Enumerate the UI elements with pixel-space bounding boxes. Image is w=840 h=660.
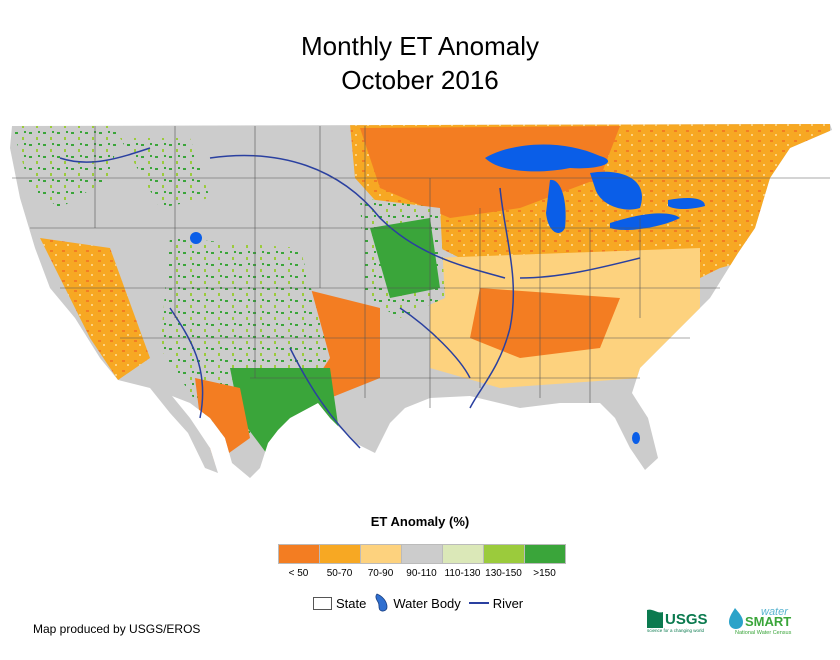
legend-swatch [524,544,566,564]
usgs-tagline: science for a changing world [647,628,705,633]
great-lakes [190,144,705,444]
lake-huron [590,171,642,210]
lake-michigan [546,179,566,233]
legend-swatch [319,544,361,564]
arkansas-river [399,307,471,379]
legend-key-state-label: State [336,595,367,611]
legend-swatch [483,544,525,564]
usgs-logo: USGS science for a changing world [647,609,708,633]
legend-key-state: State [313,596,366,611]
water-body-icon [375,593,388,612]
et-anomaly-map [10,124,832,478]
lake-okeechobee [632,432,640,444]
map-subtitle: October 2016 [341,65,499,95]
legend-swatch [278,544,320,564]
watersmart-sub-text: National Water Census [735,630,792,636]
map-title: Monthly ET Anomaly [301,31,539,61]
watersmart-top-text: water [761,606,789,618]
ohio-river [519,257,641,279]
rio-grande [289,347,361,449]
lake-erie [610,213,680,230]
legend-swatch [401,544,443,564]
usgs-text: USGS [665,611,708,628]
legend-ticks: < 50 50-70 70-90 90-110 110-130 130-150 >150 [278,568,565,579]
river-line-icon [468,602,489,604]
region-california [40,238,150,380]
great-salt-lake [190,232,202,244]
lake-ontario [668,198,705,209]
watersmart-logo: water SMART National Water Census [729,606,792,636]
region-kansas [370,218,440,298]
columbia-river [59,147,151,163]
legend-key-water-label: Water Body [393,595,461,611]
legend-swatches [278,544,566,564]
legend-swatch-label: 50-70 [326,568,353,579]
state-box-icon [313,596,332,610]
state-boundaries [12,126,830,408]
legend-title: ET Anomaly (%) [370,514,470,529]
legend-swatch-label: < 50 [288,568,309,579]
legend-keys: State Water Body River [313,593,531,613]
colorado-river [169,307,204,419]
map-credit: Map produced by USGS/EROS [33,622,201,636]
legend-swatch-label: 130-150 [485,568,522,579]
watersmart-main-text: SMART [745,614,791,629]
rivers [59,147,641,449]
missouri-river [209,154,506,279]
legend-key-river-label: River [492,595,524,611]
legend-key-river: River [468,595,524,611]
legend-swatch-label: 70-90 [367,568,394,579]
legend-swatch-label: 90-110 [406,568,437,579]
legend-swatch [360,544,402,564]
legend-swatch-label: 110-130 [444,568,481,579]
region-northern-rockies [120,138,210,208]
region-tennessee [470,288,620,358]
legend-swatch-label: >150 [533,568,556,579]
legend-key-water: Water Body [374,593,461,613]
lake-superior [485,144,609,172]
region-pacific-nw [12,126,120,208]
legend-swatch [442,544,484,564]
